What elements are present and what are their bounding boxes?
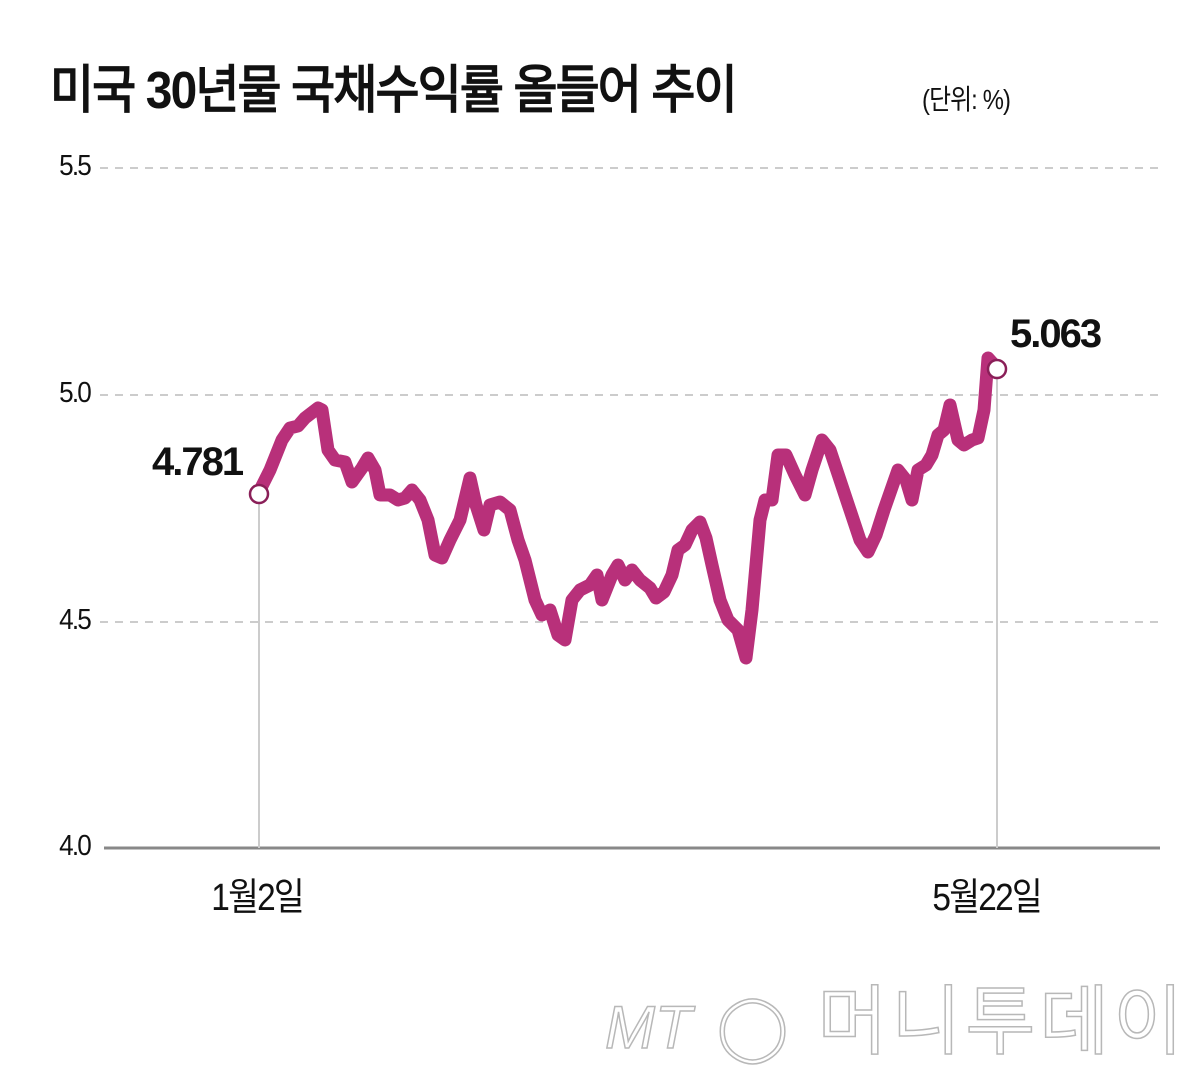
- start-value-label: 4.781: [152, 440, 244, 484]
- end-point-marker: [986, 358, 1008, 380]
- watermark-logo-icon: ◯: [716, 989, 793, 1063]
- x-tick-end: 5월22일: [932, 877, 1042, 919]
- chart-title-wrap: 미국 30년물 국채수익률 올들어 추이: [50, 48, 795, 123]
- y-tick-5.5: 5.5: [59, 150, 92, 182]
- watermark-brand: 머니투데이: [817, 979, 1188, 1066]
- end-value-label: 5.063: [1010, 312, 1102, 356]
- start-point-marker: [248, 483, 270, 505]
- y-tick-4.0: 4.0: [59, 830, 92, 862]
- y-tick-5.0: 5.0: [59, 377, 92, 409]
- watermark-logo: MT: [604, 993, 692, 1062]
- yield-line: [251, 351, 1004, 665]
- y-tick-4.5: 4.5: [59, 604, 92, 636]
- watermark: MT ◯ 머니투데이: [604, 960, 1188, 1070]
- unit-label: (단위: %): [922, 84, 1011, 115]
- gridlines: [100, 167, 1160, 623]
- chart-title: 미국 30년물 국채수익률 올들어 추이: [50, 62, 738, 120]
- x-tick-start: 1월2일: [211, 877, 304, 919]
